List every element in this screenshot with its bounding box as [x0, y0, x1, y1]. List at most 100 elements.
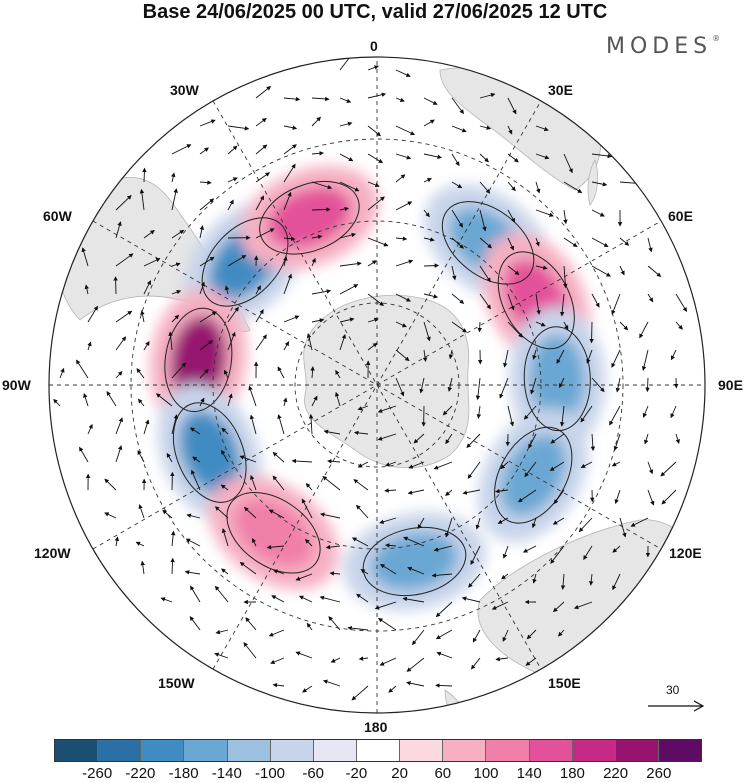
wind-arrow: [199, 281, 205, 295]
wind-arrow: [367, 342, 378, 351]
wind-arrow: [339, 232, 357, 239]
wind-arrow: [470, 545, 481, 566]
wind-arrow: [357, 461, 369, 468]
wind-arrow: [311, 181, 333, 190]
wind-arrow: [507, 125, 513, 135]
wind-arrow: [272, 451, 285, 463]
wind-arrow: [220, 484, 229, 491]
wind-arrow: [461, 596, 481, 603]
wind-arrow: [374, 601, 397, 610]
wind-arrow: [645, 377, 650, 393]
wind-arrow: [301, 498, 313, 519]
wind-arrow: [221, 528, 229, 547]
wind-arrow: [367, 92, 387, 99]
wind-arrow: [255, 144, 268, 155]
wind-arrow: [476, 405, 482, 419]
wind-arrow: [479, 125, 492, 130]
wind-arrow: [378, 618, 397, 631]
wind-arrow: [563, 153, 573, 174]
wind-arrow: [525, 657, 537, 666]
colorbar-tick-label: -180: [168, 765, 199, 782]
wind-arrow: [647, 461, 654, 475]
wind-arrow: [524, 461, 537, 478]
wind-arrow: [560, 573, 566, 590]
wind-arrow: [311, 151, 324, 156]
colorbar-tick-label: -260: [82, 765, 113, 782]
wind-arrow: [76, 359, 89, 379]
brand-name: MODES: [606, 34, 713, 59]
wind-arrow: [573, 601, 593, 610]
wind-arrow: [171, 290, 182, 295]
wind-arrow: [104, 512, 117, 519]
wind-arrow: [532, 573, 537, 584]
wind-arrow: [395, 259, 414, 267]
wind-arrow: [87, 305, 98, 323]
wind-arrow: [227, 331, 236, 351]
wind-arrow: [495, 656, 509, 662]
wind-arrow: [500, 461, 509, 470]
colorbar-tick-label: 60: [434, 765, 452, 782]
wind-arrow: [580, 461, 593, 468]
wind-arrow: [339, 153, 354, 162]
wind-arrow: [502, 629, 509, 642]
wind-arrow: [339, 121, 353, 127]
wind-arrow: [199, 311, 217, 323]
wind-arrow: [81, 247, 89, 267]
map-border: [48, 56, 706, 714]
wind-arrow: [423, 97, 438, 105]
wind-arrow: [305, 482, 313, 491]
wind-arrow: [137, 450, 145, 463]
wind-arrow: [507, 265, 520, 276]
wind-arrow: [283, 273, 292, 295]
wind-arrow: [670, 349, 677, 361]
wind-arrow: [255, 309, 264, 323]
wind-arrow: [661, 489, 677, 505]
wind-arrow: [215, 629, 229, 635]
wind-arrow: [612, 573, 621, 591]
wind-arrow: [367, 260, 377, 267]
wind-arrow: [553, 489, 565, 505]
wind-arrow: [323, 429, 341, 435]
wind-arrow: [160, 597, 173, 603]
colorbar-swatch: [443, 740, 487, 761]
graticule: [49, 57, 705, 713]
wind-arrow: [549, 461, 565, 471]
wind-arrow: [367, 65, 379, 71]
wind-arrow: [223, 369, 229, 379]
wind-arrow: [507, 97, 517, 115]
wind-arrow: [339, 317, 355, 323]
wind-arrow: [423, 153, 442, 160]
wind-arrow: [170, 557, 175, 575]
wind-arrow: [142, 167, 147, 183]
wind-arrow: [395, 125, 416, 136]
wind-arrow: [367, 196, 385, 211]
wind-arrow: [578, 517, 593, 533]
wind-arrow: [431, 573, 453, 578]
wind-arrow: [591, 209, 605, 217]
anomaly-contour: [172, 402, 247, 503]
wind-arrow: [531, 517, 537, 529]
wind-arrow: [436, 651, 453, 659]
wind-arrow: [647, 237, 653, 253]
wind-arrow: [422, 349, 428, 362]
colorbar-tick-label: 260: [646, 765, 672, 782]
wind-arrow: [563, 209, 568, 225]
colorbar-tick-label: -140: [211, 765, 242, 782]
wind-arrow: [170, 530, 176, 547]
lon-label-120w: 120W: [34, 545, 71, 561]
anomaly-contour: [523, 326, 591, 432]
wind-arrow: [227, 177, 238, 183]
wind-arrow: [329, 571, 341, 576]
wind-arrow: [395, 321, 407, 328]
wind-arrow: [507, 153, 519, 163]
colorbar-tick-label: -100: [254, 765, 286, 782]
wind-arrow: [619, 237, 630, 246]
colorbar-swatch: [270, 740, 314, 761]
wind-arrow: [356, 504, 369, 519]
wind-arrow: [535, 209, 554, 217]
wind-arrow: [528, 433, 537, 449]
wind-arrow: [507, 405, 515, 427]
wind-arrow: [435, 683, 453, 688]
wind-arrow: [468, 573, 481, 588]
wind-arrow: [214, 585, 229, 603]
